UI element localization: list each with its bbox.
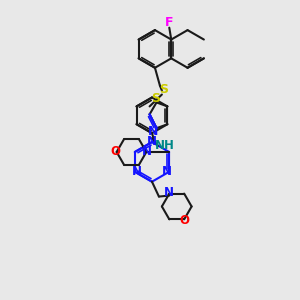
Text: S: S	[159, 83, 168, 96]
Text: N: N	[132, 165, 142, 178]
Text: O: O	[111, 146, 121, 158]
Text: N: N	[164, 186, 174, 199]
Text: F: F	[165, 16, 173, 29]
Text: N: N	[162, 165, 172, 178]
Text: N: N	[148, 125, 159, 138]
Text: O: O	[179, 214, 189, 227]
Text: NH: NH	[155, 139, 175, 152]
Text: N: N	[147, 135, 157, 148]
Text: N: N	[142, 146, 152, 158]
Text: S: S	[151, 92, 160, 105]
